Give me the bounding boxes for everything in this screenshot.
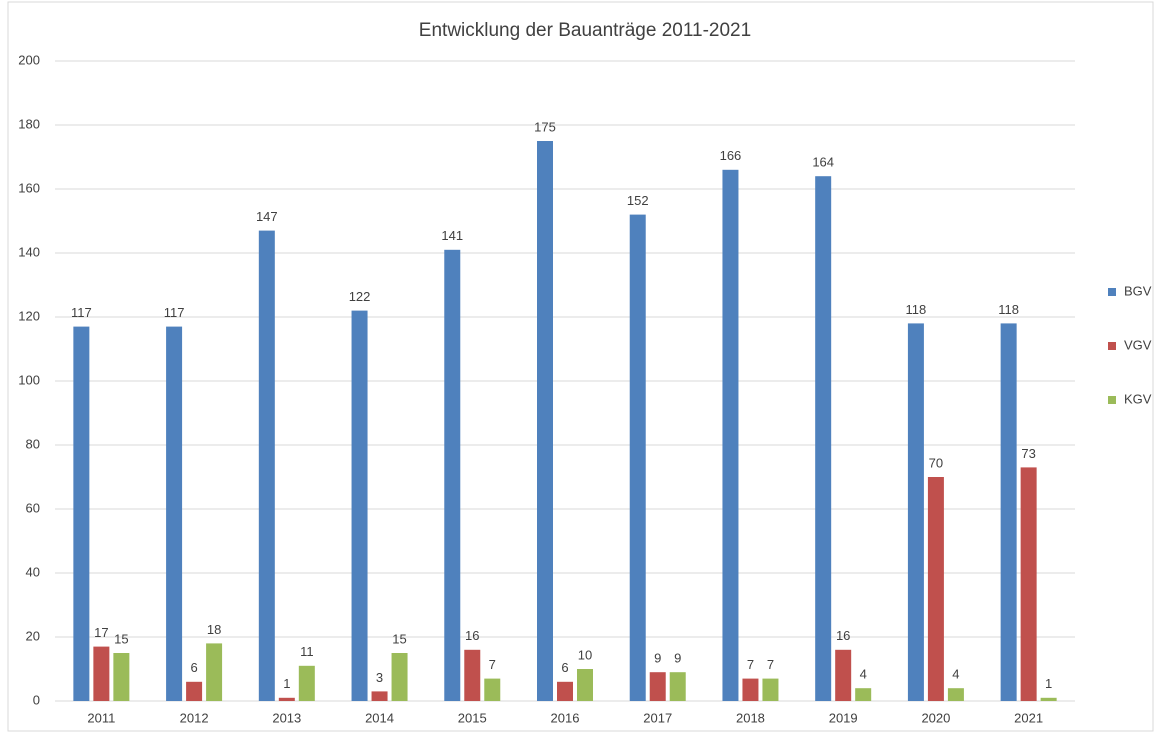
bar [484,678,501,701]
bar [1020,467,1037,701]
data-label: 166 [720,148,742,163]
bar [371,691,388,701]
data-label: 1 [283,676,290,691]
bar [1000,323,1017,701]
data-label: 17 [94,625,108,640]
bar [351,310,368,701]
bar [166,326,183,701]
bar [73,326,90,701]
legend-swatch [1108,342,1116,350]
data-label: 118 [906,302,927,317]
data-label: 152 [627,193,649,208]
y-tick-label: 140 [18,244,40,259]
data-label: 73 [1021,446,1035,461]
y-tick-label: 40 [26,564,40,579]
x-tick-label: 2019 [829,710,858,725]
bar [907,323,924,701]
data-label: 7 [489,657,496,672]
bar [93,646,110,701]
data-label: 7 [767,657,774,672]
bar [669,672,686,701]
data-label: 7 [747,657,754,672]
bar [742,678,759,701]
bar [947,688,964,701]
data-label: 6 [561,660,568,675]
data-label: 15 [114,631,128,646]
bar [815,176,832,701]
bar [629,214,646,701]
data-label: 175 [534,119,556,134]
data-label: 16 [465,628,479,643]
x-tick-label: 2015 [458,710,487,725]
x-tick-label: 2016 [551,710,580,725]
bar [258,230,275,701]
data-label: 4 [860,667,867,682]
bar [722,169,739,702]
data-label: 11 [300,644,314,659]
bar [444,249,461,702]
y-tick-label: 0 [33,692,40,707]
bar [391,653,408,701]
legend-swatch [1108,396,1116,404]
data-label: 6 [190,660,197,675]
data-label: 9 [654,651,661,666]
bar [557,681,573,701]
x-tick-label: 2014 [365,710,394,725]
data-label: 118 [998,302,1019,317]
y-tick-label: 120 [18,308,40,323]
chart-frame [7,1,1154,732]
y-tick-label: 180 [18,116,40,131]
x-tick-label: 2012 [180,710,209,725]
data-label: 9 [674,651,681,666]
data-label: 117 [71,305,92,320]
bar [1040,697,1057,701]
data-label: 70 [929,455,943,470]
data-label: 122 [349,289,371,304]
x-tick-label: 2013 [272,710,301,725]
x-tick-label: 2021 [1014,710,1043,725]
x-tick-label: 2018 [736,710,765,725]
bar [113,653,130,701]
bar [835,649,852,701]
bar [298,665,315,701]
data-label: 18 [207,622,221,637]
legend-label: KGV [1124,391,1152,406]
bar [649,672,666,701]
y-tick-label: 100 [18,372,40,387]
bar [537,141,553,701]
y-tick-label: 160 [18,180,40,195]
data-label: 147 [256,209,278,224]
y-tick-label: 20 [26,628,40,643]
data-label: 16 [836,628,850,643]
bar [855,688,872,701]
bar [186,681,203,701]
data-label: 15 [392,631,406,646]
data-label: 164 [812,155,834,170]
legend-label: VGV [1124,337,1152,352]
y-tick-label: 60 [26,500,40,515]
legend-label: BGV [1124,283,1152,298]
bar [206,643,223,701]
x-tick-label: 2017 [643,710,672,725]
x-tick-label: 2011 [87,710,115,725]
bar [464,649,481,701]
data-label: 1 [1045,676,1052,691]
bar [762,678,779,701]
y-tick-label: 200 [18,52,40,67]
data-label: 4 [952,667,959,682]
y-tick-label: 80 [26,436,40,451]
data-label: 10 [578,647,592,662]
bar [577,669,593,701]
data-label: 117 [164,305,185,320]
bar [278,697,295,701]
legend-swatch [1108,288,1116,296]
data-label: 3 [376,670,383,685]
chart-title: Entwicklung der Bauanträge 2011-2021 [419,20,751,41]
data-label: 141 [441,228,463,243]
x-tick-label: 2020 [921,710,950,725]
bar [927,477,944,701]
